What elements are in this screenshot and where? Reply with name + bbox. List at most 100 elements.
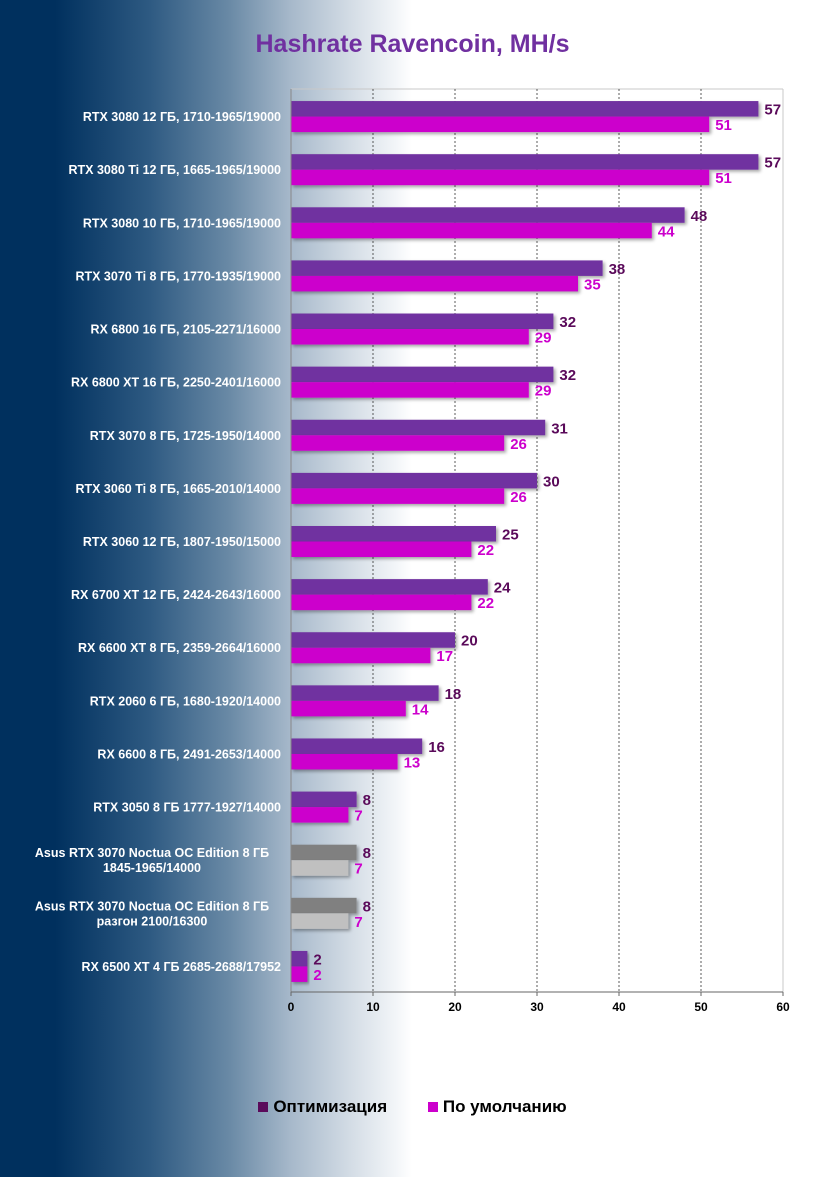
value-label-optimization: 32 [559,367,576,384]
value-label-optimization: 8 [363,792,371,809]
value-label-default: 51 [715,117,732,134]
bar-optimization [291,154,759,170]
bars [291,101,759,982]
value-label-optimization: 2 [313,951,321,968]
legend: Оптимизация По умолчанию [0,1097,825,1117]
bar-default [291,700,406,717]
category-label: RX 6600 8 ГБ, 2491-2653/14000 [97,747,281,761]
value-label-optimization: 24 [494,580,511,597]
bar-default [291,807,349,823]
legend-swatch-default [427,1102,438,1112]
value-label-default: 22 [477,542,494,559]
value-label-optimization: 48 [691,208,708,225]
category-label: RX 6800 16 ГБ, 2105-2271/16000 [90,323,281,337]
x-tick-label: 20 [448,1000,462,1014]
value-label-default: 14 [412,701,429,718]
value-label-optimization: 57 [764,102,781,119]
bar-default [291,488,505,504]
bar-default [291,275,578,292]
x-tick-label: 60 [776,1000,790,1014]
value-label-default: 29 [535,330,552,347]
category-label: RTX 3060 Ti 8 ГБ, 1665-2010/14000 [75,482,281,496]
bar-default [291,966,308,982]
bar-optimization [291,950,308,967]
bar-default [291,382,529,398]
bar-optimization [291,685,439,701]
bar-default [291,222,652,239]
value-label-optimization: 18 [445,686,462,703]
category-label: Asus RTX 3070 Noctua OC Edition 8 ГБ 1845… [35,846,269,875]
x-tick-label: 40 [612,1000,626,1014]
legend-label-default: По умолчанию [442,1097,567,1116]
bar-optimization [291,101,759,117]
bar-default [291,647,431,664]
bar-optimization [291,207,685,223]
value-label-optimization: 20 [461,633,478,650]
value-label-optimization: 8 [363,845,371,862]
bar-default [291,541,472,557]
category-label-line: разгон 2100/16300 [97,914,208,928]
bar-default [291,753,398,770]
bar-default [291,329,529,345]
category-label: RTX 3050 8 ГБ 1777-1927/14000 [93,801,281,815]
bar-default [291,116,710,133]
category-label: RTX 3070 Ti 8 ГБ, 1770-1935/19000 [75,269,281,283]
category-label: RX 6600 XT 8 ГБ, 2359-2664/16000 [78,641,281,655]
category-label: RX 6800 XT 16 ГБ, 2250-2401/16000 [71,376,281,390]
bar-optimization [291,366,554,383]
value-label-optimization: 16 [428,739,445,756]
value-label-optimization: 57 [764,155,781,172]
value-label-optimization: 30 [543,473,560,490]
category-label-line: Asus RTX 3070 Noctua OC Edition 8 ГБ [35,899,269,913]
category-label: RTX 3080 10 ГБ, 1710-1965/19000 [83,216,281,230]
category-label: RTX 3070 8 ГБ, 1725-1950/14000 [90,429,281,443]
value-label-default: 44 [658,223,675,240]
bar-optimization [291,419,546,436]
category-label-line: Asus RTX 3070 Noctua OC Edition 8 ГБ [35,846,269,860]
x-tick-label: 0 [288,1000,295,1014]
legend-item-default: По умолчанию [427,1097,567,1117]
category-label: RTX 2060 6 ГБ, 1680-1920/14000 [90,694,281,708]
category-label: RTX 3080 12 ГБ, 1710-1965/19000 [83,110,281,124]
x-tick-label: 10 [366,1000,380,1014]
value-label-default: 26 [510,489,527,506]
category-label: RX 6500 XT 4 ГБ 2685-2688/17952 [81,960,281,974]
x-tick-label: 50 [694,1000,708,1014]
category-label: RTX 3080 Ti 12 ГБ, 1665-1965/19000 [68,163,281,177]
bar-default [291,169,710,186]
bar-optimization [291,472,537,489]
gridlines [372,89,702,992]
bar-default [291,913,349,929]
value-label-optimization: 8 [363,898,371,915]
category-label: RX 6700 XT 12 ГБ, 2424-2643/16000 [71,588,281,602]
category-labels: RTX 3080 12 ГБ, 1710-1965/19000 RTX 3080 … [35,110,281,974]
bar-optimization [291,526,496,542]
bar-optimization [291,632,455,648]
x-axis: 0 10 20 30 40 50 60 [288,89,790,1014]
value-label-default: 26 [510,436,527,453]
bar-default [291,594,472,611]
bar-default [291,435,505,451]
bar-optimization [291,844,357,861]
value-label-default: 35 [584,276,601,293]
value-label-default: 22 [477,595,494,612]
chart-title: Hashrate Ravencoin, MH/s [255,30,570,58]
bar-optimization [291,738,423,754]
bar-optimization [291,260,603,276]
value-labels: 5751575148443835322932293126302625222422… [313,102,781,984]
legend-swatch-optimization [258,1102,269,1112]
category-label: Asus RTX 3070 Noctua OC Edition 8 ГБ разг… [35,899,269,928]
bar-default [291,860,349,876]
value-label-default: 7 [354,861,362,878]
value-label-default: 29 [535,383,552,400]
value-label-optimization: 31 [551,420,568,437]
value-label-default: 51 [715,170,732,187]
value-label-default: 7 [354,914,362,931]
bar-optimization [291,579,488,595]
bar-optimization [291,313,554,330]
bar-optimization [291,897,357,914]
category-label-line: 1845-1965/14000 [103,861,201,875]
x-tick-label: 30 [530,1000,544,1014]
legend-label-optimization: Оптимизация [273,1097,388,1116]
